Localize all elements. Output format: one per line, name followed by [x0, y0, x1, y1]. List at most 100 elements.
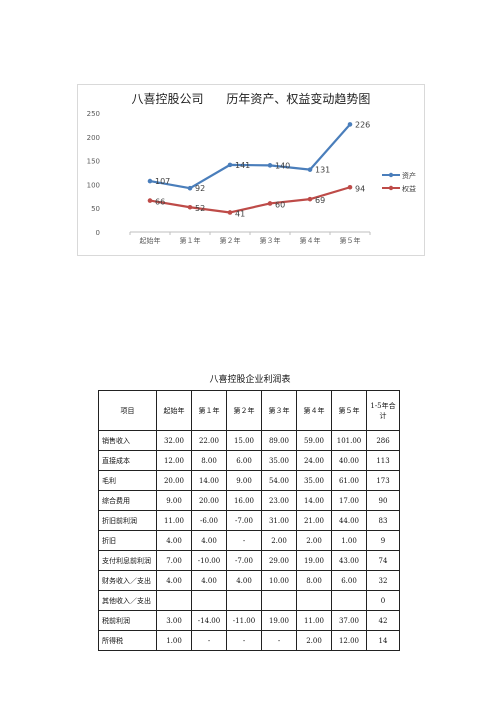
table-row: 所得税 1.00- - -2.00 12.00 14: [98, 630, 400, 651]
legend-label: 资产: [402, 171, 416, 180]
row-label: 所得税: [98, 630, 157, 651]
row-label: 财务收入／支出: [98, 570, 157, 591]
table-cell: -10.00: [191, 550, 227, 571]
table-cell: 2.00: [296, 530, 332, 551]
y-tick-label: 100: [87, 181, 100, 189]
table-cell: 1.00: [331, 530, 367, 551]
data-label: 66: [155, 198, 165, 207]
table-row: 折旧 4.00 4.00-2.00 2.00 1.00 9: [98, 530, 400, 551]
column-header: 第４年: [296, 390, 332, 431]
table-row: 其他收入／支出 0: [98, 590, 400, 611]
data-label: 107: [155, 177, 170, 186]
table-cell: 173: [366, 470, 400, 491]
table-cell: -11.00: [226, 610, 262, 631]
table-cell: [191, 590, 227, 611]
table-title: 八喜控股企业利润表: [209, 375, 291, 385]
table-cell: 4.00: [191, 530, 227, 551]
table-cell: 7.00: [156, 550, 192, 571]
table-cell: 14: [366, 630, 400, 651]
data-point: [307, 196, 313, 202]
column-header: 第３年: [261, 390, 297, 431]
table-row: 毛利 20.00 14.00 9.00 54.00 35.00 61.00 173: [98, 470, 400, 491]
data-label: 52: [195, 204, 205, 213]
data-point: [267, 201, 273, 206]
x-tick-label: 第５年: [340, 236, 361, 245]
table-cell: 4.00: [156, 530, 192, 551]
row-label: 其他收入／支出: [98, 590, 157, 611]
x-tick-label: 第４年: [300, 236, 321, 245]
table-cell: -7.00: [226, 550, 262, 571]
data-label: 226: [355, 120, 370, 129]
series-line-资产: [149, 123, 351, 190]
table-cell: [261, 590, 297, 611]
table-row: 综合费用 9.00 20.00 16.00 23.00 14.00 17.00 90: [98, 490, 400, 511]
table-cell: 20.00: [191, 490, 227, 511]
table-cell: 19.00: [296, 550, 332, 571]
table-cell: 61.00: [331, 470, 367, 491]
x-tick-label: 起始年: [140, 236, 161, 245]
y-tick-label: 200: [87, 134, 100, 142]
legend-marker: [388, 185, 394, 191]
data-point: [187, 185, 193, 191]
data-label: 141: [235, 161, 250, 170]
table-cell: 20.00: [156, 470, 192, 491]
table-cell: 43.00: [331, 550, 367, 571]
table-cell: 19.00: [261, 610, 297, 631]
data-point: [227, 162, 233, 168]
table-cell: 35.00: [296, 470, 332, 491]
table-cell: 1.00: [156, 630, 192, 651]
profit-table: 项目 起始年 第１年 第２年 第３年 第４年 第５年 1-5年合计 销售收入 32.00 22.0…: [98, 390, 400, 651]
table-cell: 11.00: [156, 510, 192, 531]
table-cell: 9: [366, 530, 400, 551]
row-label: 直接成本: [98, 450, 157, 471]
table-cell: 0: [366, 590, 400, 611]
x-tick-label: 第３年: [260, 236, 281, 245]
table-cell: 101.00: [331, 430, 367, 451]
data-point: [147, 178, 153, 184]
data-point: [347, 122, 353, 127]
table-cell: 44.00: [331, 510, 367, 531]
table-cell: 59.00: [296, 430, 332, 451]
table-cell: -: [226, 530, 262, 551]
column-header: 第１年: [191, 390, 227, 431]
table-cell: [156, 590, 192, 611]
column-header: 项目: [98, 390, 157, 431]
table-cell: 90: [366, 490, 400, 511]
table-cell: 2.00: [296, 630, 332, 651]
table-cell: 22.00: [191, 430, 227, 451]
trend-chart: 八喜控股公司 历年资产、权益变动趋势图 0 50 100 150 200 250 起始年 第１…: [77, 84, 425, 256]
data-point: [147, 198, 153, 203]
table-cell: 89.00: [261, 430, 297, 451]
table-cell: 286: [366, 430, 400, 451]
row-label: 折旧: [98, 530, 157, 551]
data-label: 92: [195, 184, 205, 193]
table-cell: 42: [366, 610, 400, 631]
table-cell: -14.00: [191, 610, 227, 631]
table-cell: -6.00: [191, 510, 227, 531]
y-tick-label: 250: [87, 110, 100, 118]
table-cell: -: [261, 630, 297, 651]
table-cell: 9.00: [226, 470, 262, 491]
table-cell: [226, 590, 262, 611]
table-cell: 23.00: [261, 490, 297, 511]
data-label: 60: [275, 200, 285, 209]
table-cell: 4.00: [226, 570, 262, 591]
table-cell: 4.00: [191, 570, 227, 591]
chart-title: 八喜控股公司 历年资产、权益变动趋势图: [132, 91, 371, 106]
table-cell: 8.00: [296, 570, 332, 591]
row-label: 支付利息前利润: [98, 550, 157, 571]
trend-chart-svg: 八喜控股公司 历年资产、权益变动趋势图 0 50 100 150 200 250 起始年 第１…: [87, 91, 416, 245]
table-cell: 6.00: [331, 570, 367, 591]
table-cell: 32: [366, 570, 400, 591]
table-cell: 37.00: [331, 610, 367, 631]
table-cell: 11.00: [296, 610, 332, 631]
table-cell: 10.00: [261, 570, 297, 591]
legend-marker: [388, 172, 394, 178]
table-cell: 14.00: [296, 490, 332, 511]
table-cell: 29.00: [261, 550, 297, 571]
table-cell: -: [226, 630, 262, 651]
table-cell: 74: [366, 550, 400, 571]
table-cell: 17.00: [331, 490, 367, 511]
table-cell: -: [191, 630, 227, 651]
data-label: 140: [275, 161, 290, 170]
